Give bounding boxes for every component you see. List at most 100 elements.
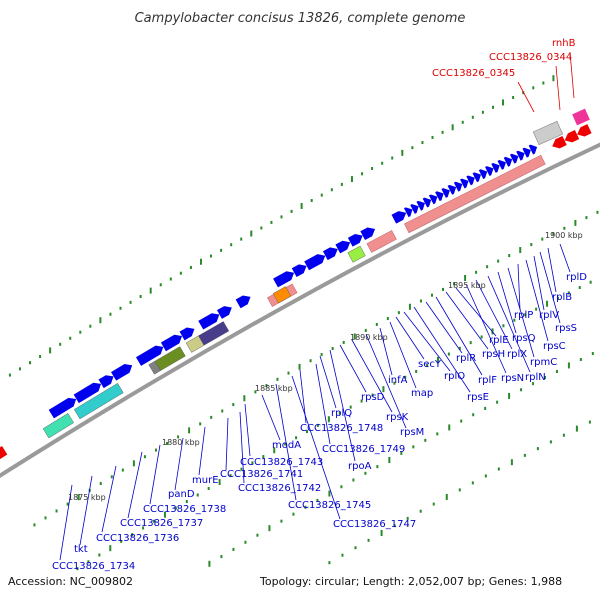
cds-reverse xyxy=(564,130,580,143)
tick-mark xyxy=(39,355,42,359)
cds-reverse xyxy=(0,446,8,467)
tick-mark xyxy=(458,488,461,492)
tick-mark xyxy=(508,392,511,399)
feature-block xyxy=(272,286,292,304)
gene-label[interactable]: CCC13826_1742 xyxy=(238,483,321,494)
gene-label[interactable]: CCC13826_0344 xyxy=(489,52,572,63)
tick-mark xyxy=(342,340,345,344)
tick-mark xyxy=(208,560,211,567)
gene-label[interactable]: rplO xyxy=(444,371,465,382)
tick-mark xyxy=(555,369,558,373)
gene-label[interactable]: CCC13826_1737 xyxy=(120,518,203,529)
gene-label[interactable]: rpsH xyxy=(482,349,505,360)
gene-label[interactable]: murE xyxy=(192,475,219,486)
gene-label[interactable]: rplR xyxy=(456,353,476,364)
gene-label[interactable]: rplP xyxy=(514,310,533,321)
tick-mark xyxy=(552,75,555,82)
gene-arrow xyxy=(304,254,326,271)
gene-label[interactable]: map xyxy=(411,388,433,399)
gene-arrow xyxy=(216,306,232,319)
tick-mark xyxy=(240,237,243,241)
tick-mark xyxy=(232,403,235,407)
tick-mark xyxy=(400,451,403,455)
scale-labels: 1875 kbp 1880 kbp 1885 kbp 1890 kbp 1895… xyxy=(68,231,583,502)
tick-mark xyxy=(139,294,142,298)
gene-label[interactable]: CCC13826_1747 xyxy=(333,519,416,530)
gene-arrow xyxy=(235,295,251,309)
gene-label[interactable]: CCC13826_0345 xyxy=(432,68,515,79)
leader-line xyxy=(413,306,471,393)
cds-forward xyxy=(428,194,438,205)
gene-label[interactable]: rpoA xyxy=(348,461,372,472)
gene-label[interactable]: rpsM xyxy=(400,427,424,438)
gene-label[interactable]: CCC13826_1743 xyxy=(240,457,323,468)
gene-label[interactable]: secY xyxy=(418,359,442,370)
gene-label[interactable]: rplX xyxy=(507,349,527,360)
gene-arrow xyxy=(410,204,419,214)
gene-label[interactable]: tkt xyxy=(74,544,88,555)
gene-arrow xyxy=(291,264,307,278)
gene-label[interactable]: rpsS xyxy=(555,323,577,334)
gene-arrow xyxy=(447,184,457,195)
tick-mark xyxy=(469,341,472,345)
tick-mark xyxy=(448,424,451,431)
gene-arrow xyxy=(160,334,183,352)
gene-label[interactable]: modA xyxy=(272,440,301,451)
gene-label[interactable]: rpmC xyxy=(530,357,557,368)
tick-mark xyxy=(276,377,279,381)
cds-forward xyxy=(48,397,77,419)
tick-mark xyxy=(316,498,319,502)
accession-text: Accession: NC_009802 xyxy=(8,575,133,588)
gene-label[interactable]: rplV xyxy=(539,310,559,321)
gene-label[interactable]: rpsE xyxy=(467,392,489,403)
gene-arrow xyxy=(509,153,519,164)
gene-label[interactable]: rplE xyxy=(489,335,509,346)
feature-segment xyxy=(347,245,366,263)
gene-label[interactable]: rnhB xyxy=(552,38,576,49)
leader-line xyxy=(198,426,206,476)
gene-arrow xyxy=(179,327,195,341)
gene-label[interactable]: CCC13826_1736 xyxy=(96,533,179,544)
tick-mark xyxy=(397,311,400,315)
cds-forward xyxy=(291,264,307,278)
tick-mark xyxy=(567,362,570,369)
gene-label[interactable]: rpsC xyxy=(543,341,566,352)
gene-label[interactable]: infA xyxy=(388,375,408,386)
tick-mark xyxy=(229,474,232,478)
gene-arrow xyxy=(472,172,482,183)
gene-label[interactable]: rplQ xyxy=(331,408,352,419)
tick-mark xyxy=(484,406,487,410)
tick-mark xyxy=(149,287,152,294)
gene-label[interactable]: rplB xyxy=(552,292,572,303)
leader-line xyxy=(291,375,341,520)
gene-label[interactable]: rplD xyxy=(566,272,587,283)
gene-label[interactable]: rpsD xyxy=(361,392,385,403)
tick-mark xyxy=(280,519,283,523)
cds-forward xyxy=(528,144,538,155)
gene-label[interactable]: rpsN xyxy=(501,373,524,384)
tick-mark xyxy=(220,555,223,559)
tick-mark xyxy=(89,324,92,328)
tick-mark xyxy=(327,416,330,423)
gene-label[interactable]: CCC13826_1741 xyxy=(220,469,303,480)
gene-label[interactable]: panD xyxy=(168,489,195,500)
gene-label[interactable]: CCC13826_1748 xyxy=(300,423,383,434)
gene-label[interactable]: rpsK xyxy=(386,412,409,423)
tick-mark xyxy=(386,317,389,321)
gene-label[interactable]: CCC13826_1749 xyxy=(322,444,405,455)
gene-label[interactable]: CCC13826_1745 xyxy=(288,500,371,511)
cds-forward xyxy=(403,207,413,218)
gene-label[interactable]: CCC13826_1738 xyxy=(143,504,226,515)
tick-mark xyxy=(522,91,525,95)
tick-mark xyxy=(131,533,134,537)
tick-mark xyxy=(33,523,36,527)
gene-label[interactable]: rplF xyxy=(478,375,497,386)
gene-label[interactable]: rplN xyxy=(525,372,546,383)
gene-label[interactable]: CCC13826_1734 xyxy=(52,561,135,572)
gene-label[interactable]: rpsQ xyxy=(512,333,536,344)
tick-mark xyxy=(76,567,79,571)
cds-forward xyxy=(478,169,488,180)
gene-arrow xyxy=(491,163,500,173)
leader-line xyxy=(379,327,393,376)
